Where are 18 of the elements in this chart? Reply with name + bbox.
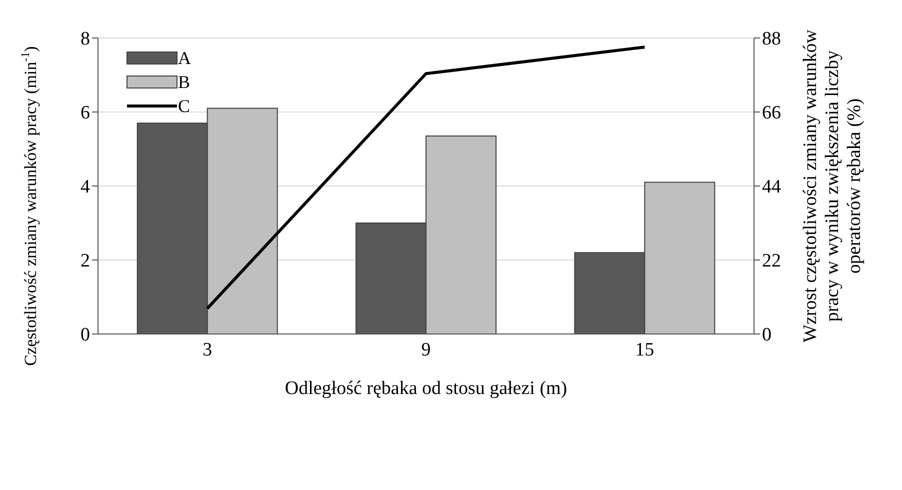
y2-tick-label: 88 bbox=[762, 28, 781, 50]
y-tick-label: 4 bbox=[80, 176, 90, 198]
legend-label: B bbox=[178, 71, 190, 94]
y2-tick-label: 66 bbox=[762, 102, 781, 124]
x-tick-label: 15 bbox=[635, 339, 654, 360]
y-tick-label: 2 bbox=[80, 250, 90, 272]
y2-tick-label: 0 bbox=[762, 324, 772, 346]
y-tick-label: 8 bbox=[80, 28, 90, 50]
legend-label: A bbox=[178, 47, 191, 70]
x-tick-label: 9 bbox=[421, 339, 431, 360]
x-axis-title: Odległość rębaka od stosu gałezi (m) bbox=[284, 378, 568, 399]
legend-label: C bbox=[178, 95, 190, 118]
y-tick-label: 6 bbox=[80, 102, 90, 124]
y2-tick-label: 44 bbox=[762, 176, 782, 198]
y2-tick-label: 22 bbox=[762, 250, 781, 272]
x-tick-label: 3 bbox=[202, 339, 212, 360]
y-tick-label: 0 bbox=[80, 324, 90, 346]
y2-axis-title: Wzrost częstotliwości zmiany warunków pracy w wyniku zwiększenia liczby operatorów rębaka (%) bbox=[800, 29, 865, 342]
